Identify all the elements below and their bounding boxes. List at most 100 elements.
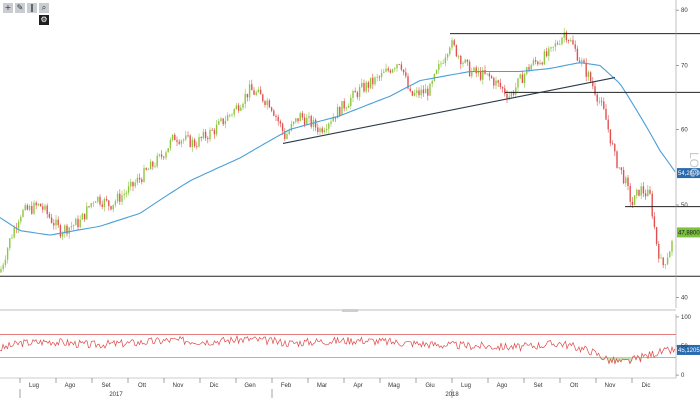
candle-body (537, 61, 539, 65)
candle-body (510, 92, 513, 97)
candle-body (176, 140, 178, 142)
candle-body (213, 129, 216, 135)
candle-body (92, 202, 95, 204)
last-price-tag: 47,8800 (678, 230, 700, 236)
magnifier-icon[interactable]: ⌕ (39, 3, 49, 13)
candle-body (391, 69, 394, 73)
candle-body (512, 92, 515, 95)
candle-body (649, 189, 651, 194)
candle-body (539, 62, 541, 65)
candle-body (583, 60, 585, 63)
candle-body (589, 72, 592, 82)
candle-body (629, 185, 631, 202)
candle-body (398, 64, 400, 66)
candle-body (574, 44, 576, 49)
candle-body (55, 219, 57, 226)
candle-body (554, 43, 557, 47)
candle-body (374, 77, 376, 85)
candle-body (389, 70, 392, 73)
candle-body (347, 105, 350, 108)
candle-body (270, 107, 273, 111)
candle-body (556, 43, 559, 45)
candle-body (321, 128, 323, 133)
candle-body (662, 257, 664, 266)
candle-body (149, 161, 152, 170)
pencil-icon[interactable]: ✎ (15, 3, 25, 13)
candle-body (570, 40, 572, 42)
candle-body (669, 251, 671, 258)
candle-body (424, 88, 427, 94)
candle-body (486, 73, 488, 75)
candle-body (97, 196, 99, 202)
candle-body (523, 73, 526, 83)
candle-body (70, 226, 73, 228)
candle-body (658, 243, 660, 259)
candle-body (174, 134, 176, 141)
month-label: Nov (173, 383, 184, 389)
candle-body (224, 120, 227, 125)
candle-body (493, 78, 495, 86)
candle-body (264, 101, 266, 105)
candle-body (31, 205, 33, 214)
candle-body (671, 240, 673, 252)
gear-icon[interactable]: ⚙ (39, 15, 49, 25)
candle-body (281, 123, 284, 132)
candle-body (262, 94, 264, 102)
month-label: Lug (29, 383, 39, 389)
candle-body (640, 186, 642, 196)
candle-body (600, 101, 603, 103)
candle-body (358, 87, 361, 97)
candle-body (53, 222, 55, 226)
candle-body (121, 195, 123, 202)
candle-body (116, 193, 119, 202)
candle-body (488, 73, 491, 77)
candle-body (394, 68, 396, 70)
candle-body (39, 203, 42, 207)
candle-body (169, 139, 172, 149)
candle-body (246, 93, 249, 98)
bars-icon[interactable]: ‖ (27, 3, 37, 13)
candle-body (185, 135, 187, 140)
candle-body (198, 137, 200, 147)
candle-body (6, 248, 9, 260)
candle-body (79, 219, 81, 228)
candle-body (614, 144, 616, 152)
candle-body (275, 115, 277, 117)
candle-body (75, 218, 77, 226)
candle-body (196, 146, 198, 147)
candle-body (163, 156, 165, 158)
candle-body (442, 63, 444, 64)
candle-body (220, 118, 222, 121)
candle-body (585, 62, 587, 77)
candle-body (473, 67, 475, 72)
candle-body (460, 55, 462, 65)
candle-body (506, 93, 508, 99)
candle-body (596, 94, 598, 102)
candle-body (559, 44, 561, 45)
candle-body (581, 60, 583, 62)
candle-body (407, 76, 409, 89)
candle-body (508, 96, 510, 99)
candle-body (94, 201, 97, 203)
candle-body (286, 134, 288, 139)
candle-body (244, 93, 246, 104)
scale-label: LOG (687, 152, 700, 177)
candle-body (284, 131, 286, 139)
candle-body (119, 193, 121, 202)
candle-body (193, 139, 196, 147)
candle-body (528, 67, 530, 70)
plus-icon[interactable]: + (3, 3, 13, 13)
candle-body (110, 206, 112, 210)
candle-body (636, 189, 638, 196)
candle-body (279, 121, 282, 124)
candle-body (605, 108, 607, 120)
rsi-tick-label: 50 (681, 344, 688, 350)
candle-body (257, 89, 260, 93)
candle-body (363, 82, 365, 92)
month-label: Giu (425, 383, 434, 389)
candle-body (405, 72, 407, 77)
candle-body (578, 60, 581, 62)
candle-body (594, 86, 596, 95)
candle-body (59, 225, 62, 237)
candle-body (154, 166, 156, 168)
